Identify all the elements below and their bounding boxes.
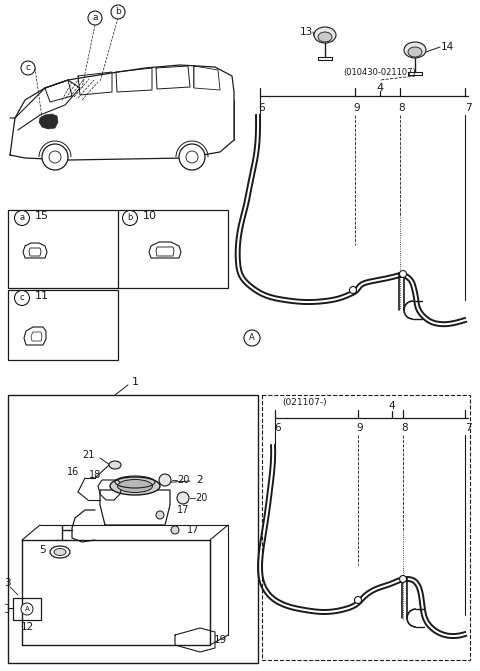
Circle shape xyxy=(122,211,137,225)
Text: 9: 9 xyxy=(357,423,363,433)
Text: 4: 4 xyxy=(376,83,384,93)
Circle shape xyxy=(21,603,33,615)
Circle shape xyxy=(21,61,35,75)
Text: a: a xyxy=(19,213,24,223)
Text: 3: 3 xyxy=(4,578,10,588)
Ellipse shape xyxy=(404,42,426,58)
Text: b: b xyxy=(127,213,132,223)
Circle shape xyxy=(14,211,29,225)
Text: (021107-): (021107-) xyxy=(283,399,327,407)
Text: 6: 6 xyxy=(259,103,265,113)
Polygon shape xyxy=(156,247,174,256)
Circle shape xyxy=(177,492,189,504)
Polygon shape xyxy=(31,332,42,341)
Text: A: A xyxy=(24,606,29,612)
Polygon shape xyxy=(39,114,58,129)
Circle shape xyxy=(399,270,407,278)
Text: 16: 16 xyxy=(67,467,79,477)
Ellipse shape xyxy=(110,477,160,495)
Circle shape xyxy=(111,5,125,19)
Text: 7: 7 xyxy=(465,423,471,433)
Circle shape xyxy=(14,291,29,305)
Ellipse shape xyxy=(50,546,70,558)
Text: 6: 6 xyxy=(275,423,281,433)
Text: 20: 20 xyxy=(177,475,189,485)
Circle shape xyxy=(156,511,164,519)
Text: 11: 11 xyxy=(35,291,49,301)
Text: 8: 8 xyxy=(399,103,405,113)
Text: 7: 7 xyxy=(465,103,471,113)
Text: 14: 14 xyxy=(440,42,454,52)
Ellipse shape xyxy=(318,32,332,42)
Text: c: c xyxy=(20,293,24,303)
Text: 19: 19 xyxy=(214,635,227,645)
Bar xyxy=(8,210,228,288)
Ellipse shape xyxy=(109,461,121,469)
Circle shape xyxy=(349,287,357,293)
Text: 18: 18 xyxy=(89,470,101,480)
Text: 4: 4 xyxy=(389,401,396,411)
Bar xyxy=(13,598,41,620)
Text: 5: 5 xyxy=(39,545,45,555)
Text: 17: 17 xyxy=(187,525,199,535)
Text: a: a xyxy=(92,13,98,23)
Circle shape xyxy=(42,144,68,170)
Text: 21: 21 xyxy=(82,450,94,460)
Text: c: c xyxy=(25,64,31,72)
Ellipse shape xyxy=(54,548,66,556)
Text: 13: 13 xyxy=(300,27,312,37)
Circle shape xyxy=(88,11,102,25)
Text: 9: 9 xyxy=(354,103,360,113)
Text: 10: 10 xyxy=(143,211,157,221)
Circle shape xyxy=(159,474,171,486)
Text: 20: 20 xyxy=(195,493,207,503)
Circle shape xyxy=(244,330,260,346)
Text: (010430-021107): (010430-021107) xyxy=(344,68,416,76)
Text: A: A xyxy=(249,333,255,342)
Circle shape xyxy=(399,576,407,582)
Text: 17: 17 xyxy=(177,505,189,515)
Bar xyxy=(8,395,258,663)
Text: 12: 12 xyxy=(20,622,34,632)
Text: 2: 2 xyxy=(197,475,204,485)
Ellipse shape xyxy=(118,480,153,493)
Circle shape xyxy=(355,597,361,603)
Ellipse shape xyxy=(408,47,422,57)
Text: 15: 15 xyxy=(35,211,49,221)
Ellipse shape xyxy=(314,27,336,43)
Text: 1: 1 xyxy=(132,377,139,387)
Polygon shape xyxy=(29,248,41,256)
Text: 8: 8 xyxy=(402,423,408,433)
Text: b: b xyxy=(115,7,121,17)
Bar xyxy=(8,290,118,360)
Circle shape xyxy=(171,526,179,534)
Circle shape xyxy=(179,144,205,170)
